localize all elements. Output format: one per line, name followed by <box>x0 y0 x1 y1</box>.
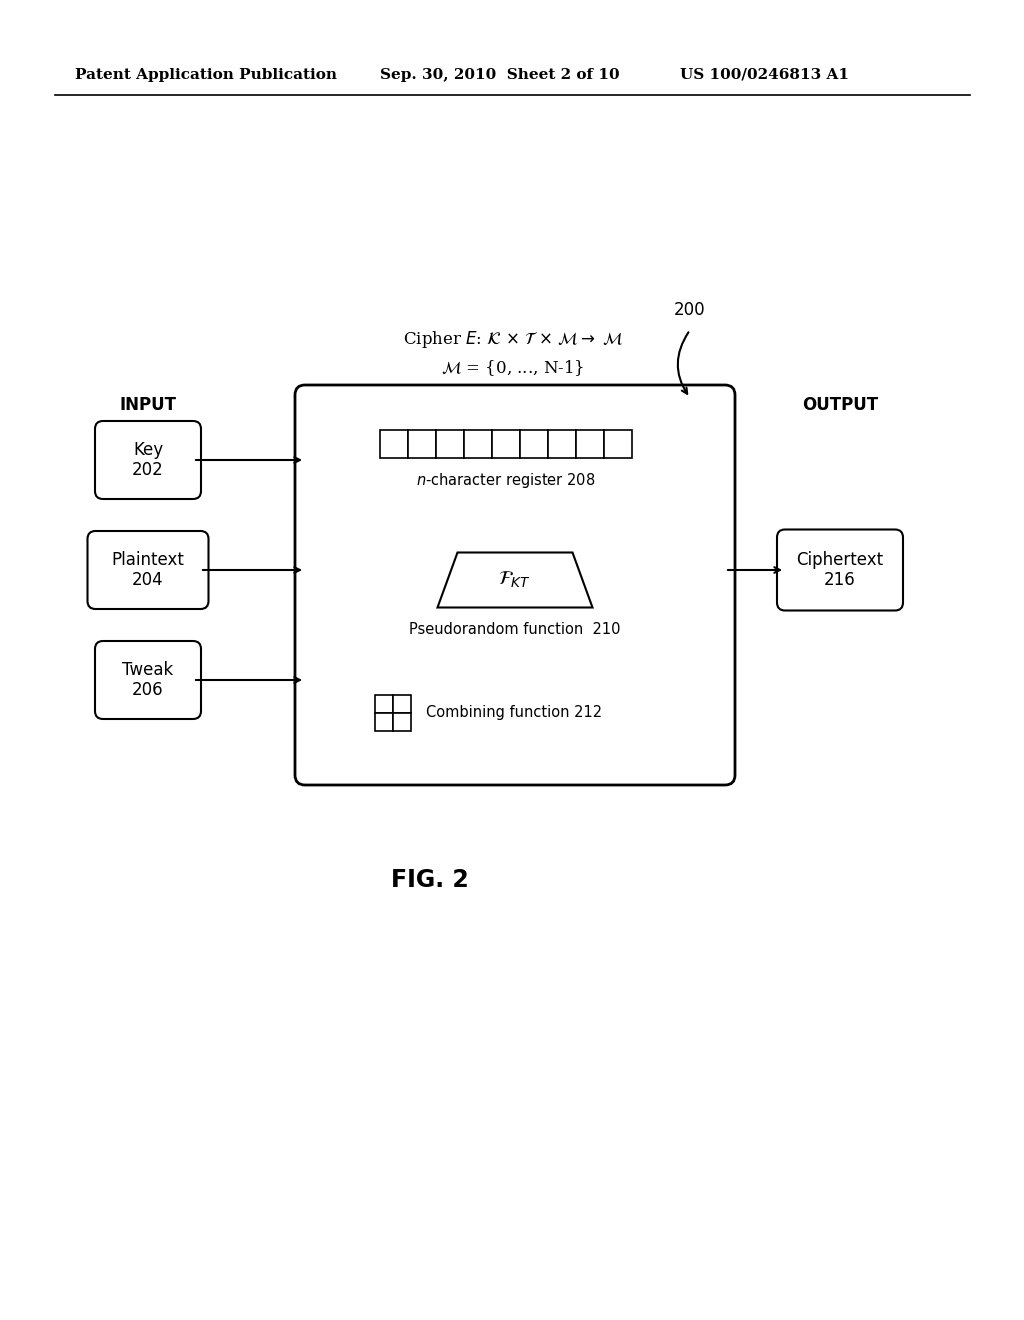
Text: FIG. 2: FIG. 2 <box>391 869 469 892</box>
Text: Patent Application Publication: Patent Application Publication <box>75 69 337 82</box>
Text: US 100/0246813 A1: US 100/0246813 A1 <box>680 69 849 82</box>
Text: Sep. 30, 2010  Sheet 2 of 10: Sep. 30, 2010 Sheet 2 of 10 <box>380 69 620 82</box>
Text: Tweak
206: Tweak 206 <box>123 660 174 700</box>
Bar <box>380 430 408 458</box>
Bar <box>575 430 604 458</box>
Text: $\mathcal{F}_{KT}$: $\mathcal{F}_{KT}$ <box>499 570 531 590</box>
Bar <box>548 430 575 458</box>
Bar <box>375 713 393 731</box>
Bar <box>408 430 436 458</box>
Text: Pseudorandom function  210: Pseudorandom function 210 <box>410 622 621 638</box>
FancyBboxPatch shape <box>95 421 201 499</box>
Polygon shape <box>437 553 593 607</box>
Bar <box>464 430 492 458</box>
Bar <box>492 430 520 458</box>
Bar <box>436 430 464 458</box>
Text: $n$-character register 208: $n$-character register 208 <box>417 470 596 490</box>
Text: 200: 200 <box>674 301 706 319</box>
FancyBboxPatch shape <box>87 531 209 609</box>
Text: Plaintext
204: Plaintext 204 <box>112 550 184 590</box>
Text: Combining function 212: Combining function 212 <box>426 705 602 721</box>
Text: Ciphertext
216: Ciphertext 216 <box>797 550 884 590</box>
FancyBboxPatch shape <box>95 642 201 719</box>
Bar <box>375 696 393 713</box>
Bar <box>520 430 548 458</box>
Text: INPUT: INPUT <box>120 396 176 414</box>
Text: OUTPUT: OUTPUT <box>802 396 878 414</box>
Text: $\mathcal{M}$ = {0, ..., N-1}: $\mathcal{M}$ = {0, ..., N-1} <box>441 358 585 378</box>
Bar <box>604 430 632 458</box>
FancyBboxPatch shape <box>295 385 735 785</box>
Bar <box>393 696 411 713</box>
FancyBboxPatch shape <box>777 529 903 610</box>
Text: Cipher $\mathit{E}$: $\mathcal{K}$ $\times$ $\mathcal{T}$ $\times$ $\mathcal{M}$: Cipher $\mathit{E}$: $\mathcal{K}$ $\tim… <box>402 330 624 351</box>
Bar <box>393 713 411 731</box>
Text: Key
202: Key 202 <box>132 441 164 479</box>
